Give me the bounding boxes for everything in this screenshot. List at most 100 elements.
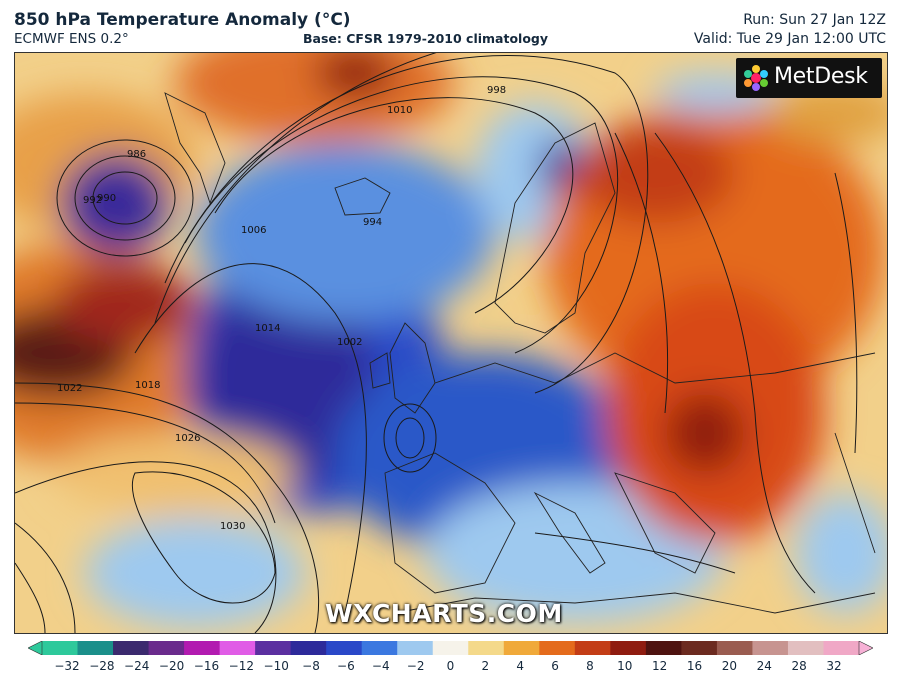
- isobars: [15, 53, 858, 633]
- colorbar-cell: [716, 641, 753, 655]
- colorbar-tick-label: 4: [516, 659, 525, 673]
- isobar-998-ring: [56, 139, 194, 257]
- colorbar-cell: [184, 641, 221, 655]
- colorbar-cell: [148, 641, 185, 655]
- climatology-base-label: Base: CFSR 1979-2010 climatology: [303, 31, 549, 46]
- colorbar-cell: [574, 641, 611, 655]
- colorbar-tick-label: 24: [756, 659, 772, 673]
- colorbar-cell: [681, 641, 718, 655]
- colorbar-cell: [610, 641, 647, 655]
- coast-scandinavia: [494, 122, 616, 334]
- colorbar-tick-label: 16: [686, 659, 703, 673]
- colorbar-cell: [823, 641, 860, 655]
- isobar-labels: 986 990 992 994 998 1002 1006 1010 1014 …: [57, 85, 506, 532]
- colorbar-tick-label: 2: [481, 659, 490, 673]
- colorbar-tick-label: −16: [193, 659, 220, 673]
- chart-header: 850 hPa Temperature Anomaly (°C) ECMWF E…: [0, 0, 900, 52]
- isobar-998: [184, 76, 618, 354]
- isobar-1018-east: [654, 132, 816, 594]
- coast-north-africa: [394, 592, 876, 614]
- isobar-label: 1026: [175, 433, 200, 444]
- isobar-label: 1014: [255, 323, 280, 334]
- isobar-label: 1006: [241, 225, 266, 236]
- isobar-1010-east: [614, 132, 669, 414]
- wxcharts-watermark: WXCHARTS.COM: [325, 599, 563, 628]
- colorbar-tick-label: −2: [406, 659, 425, 673]
- isobar-1018: [15, 382, 320, 633]
- colorbar-tick-label: −8: [302, 659, 320, 673]
- colorbar-tick-label: −32: [54, 659, 80, 673]
- isobar-994: [214, 97, 574, 314]
- isobar-label: 990: [97, 193, 116, 204]
- isobar-1022-west: [15, 562, 46, 633]
- colorbar-tick-label: −28: [89, 659, 115, 673]
- colorbar-tick-label: −4: [371, 659, 390, 673]
- colorbar-tick-label: 10: [617, 659, 633, 673]
- isobar-990: [92, 171, 158, 225]
- isobar-label: 994: [363, 217, 382, 228]
- colorbar-cell: [361, 641, 398, 655]
- run-time-label: Run: Sun 27 Jan 12Z: [743, 12, 886, 28]
- coast-iberia: [384, 452, 516, 594]
- colorbar-tick-label: 12: [652, 659, 668, 673]
- coast-italy: [533, 491, 606, 574]
- colorbar-cell: [645, 641, 682, 655]
- coast-greenland: [164, 92, 226, 205]
- isobar-label: 1030: [220, 521, 245, 532]
- colorbar: [28, 641, 873, 655]
- coast-iceland: [334, 177, 391, 216]
- colorbar-tick-label: 32: [826, 659, 842, 673]
- colorbar-cell: [432, 641, 469, 655]
- colorbar-tick-label: −20: [158, 659, 185, 673]
- colorbar-tick-label: 28: [791, 659, 807, 673]
- isobar-low-biscay: [395, 417, 425, 459]
- colorbar-min-arrow: [28, 641, 43, 655]
- coast-north-europe: [434, 352, 876, 384]
- metdesk-logo-icon: [744, 65, 768, 91]
- isobar-1026: [15, 461, 277, 633]
- colorbar-ticks: −32 −28 −24 −20 −16 −12 −10 −8 −6 −4 −2 0 2 4 6 8 10 12 16…: [0, 656, 900, 680]
- colorbar-cell: [468, 641, 505, 655]
- isobar-label: 998: [487, 85, 506, 96]
- isobar-994-ring: [74, 155, 176, 241]
- metdesk-logo-text: MetDesk: [774, 64, 868, 89]
- map-svg: 986 990 992 994 998 1002 1006 1010 1014 …: [15, 53, 887, 633]
- colorbar-cell: [787, 641, 824, 655]
- colorbar-cell: [42, 641, 79, 655]
- coast-east: [834, 432, 876, 554]
- colorbar-cell: [219, 641, 256, 655]
- colorbar-cell: [503, 641, 540, 655]
- colorbar-tick-label: 0: [446, 659, 455, 673]
- colorbar-tick-label: 6: [551, 659, 559, 673]
- coast-ireland: [369, 352, 391, 389]
- colorbar-cell: [113, 641, 150, 655]
- isobar-1002: [164, 54, 649, 394]
- isobar-1022: [15, 402, 276, 524]
- isobar-label: 1010: [387, 105, 412, 116]
- coastlines: [164, 92, 876, 614]
- isobar-1014: [134, 263, 367, 614]
- colorbar-cell: [752, 641, 789, 655]
- colorbar-tick-label: −6: [337, 659, 355, 673]
- isobar-label: 992: [83, 195, 102, 206]
- colorbar-cell: [326, 641, 363, 655]
- isobar-label: 986: [127, 149, 146, 160]
- colorbar-tick-label: 8: [586, 659, 594, 673]
- colorbar-tick-label: −12: [228, 659, 254, 673]
- isobar-low-biscay-outer: [383, 403, 437, 473]
- isobar-1026-west: [15, 522, 76, 633]
- colorbar-max-arrow: [858, 641, 873, 655]
- anomaly-map: 986 990 992 994 998 1002 1006 1010 1014 …: [14, 52, 888, 634]
- colorbar-cell: [255, 641, 292, 655]
- isobar-1014-east: [834, 172, 858, 454]
- metdesk-logo: MetDesk: [736, 58, 882, 98]
- colorbar-cell: [539, 641, 576, 655]
- chart-title: 850 hPa Temperature Anomaly (°C): [14, 10, 351, 30]
- colorbar-tick-label: −24: [124, 659, 150, 673]
- coast-balkans: [614, 472, 716, 574]
- isobar-1002-south: [534, 532, 736, 574]
- isobar-1006: [154, 53, 437, 324]
- colorbar-cell: [397, 641, 434, 655]
- isobar-label: 1018: [135, 380, 160, 391]
- colorbar-tick-label: 20: [721, 659, 738, 673]
